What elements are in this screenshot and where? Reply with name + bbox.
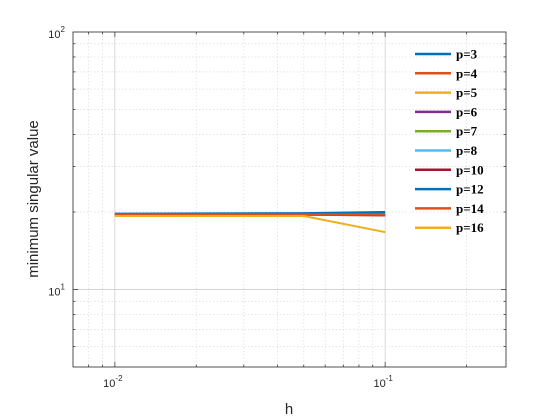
legend-label: p=7 <box>456 124 478 139</box>
legend-label: p=16 <box>456 220 484 235</box>
x-tick-label: 10-1 <box>373 374 393 390</box>
legend-label: p=10 <box>456 162 484 177</box>
plot-frame <box>72 31 507 368</box>
plot-area <box>73 32 506 367</box>
legend-label: p=5 <box>456 85 478 100</box>
tick-labels: 10-2 10-1 101 102 <box>48 25 393 390</box>
legend-label: p=12 <box>456 182 484 197</box>
legend-label: p=6 <box>456 104 478 119</box>
series-line-p16 <box>114 214 386 234</box>
legend-label: p=8 <box>456 143 478 158</box>
series-lines <box>114 210 386 234</box>
x-axis-label: h <box>285 401 293 418</box>
legend: p=3 p=4 p=5 p=6 p=7 p=8 p=10 p=12 p=14 p=16 <box>415 47 484 235</box>
y-tick-label: 102 <box>48 25 65 41</box>
legend-label: p=4 <box>456 66 478 81</box>
grid <box>73 32 506 367</box>
x-tick-label: 10-2 <box>103 374 123 390</box>
tick-marks <box>73 32 506 367</box>
y-axis-label: minimum singular value <box>25 120 42 278</box>
y-tick-label: 101 <box>48 282 65 298</box>
legend-label: p=14 <box>456 201 484 216</box>
legend-label: p=3 <box>456 47 478 62</box>
